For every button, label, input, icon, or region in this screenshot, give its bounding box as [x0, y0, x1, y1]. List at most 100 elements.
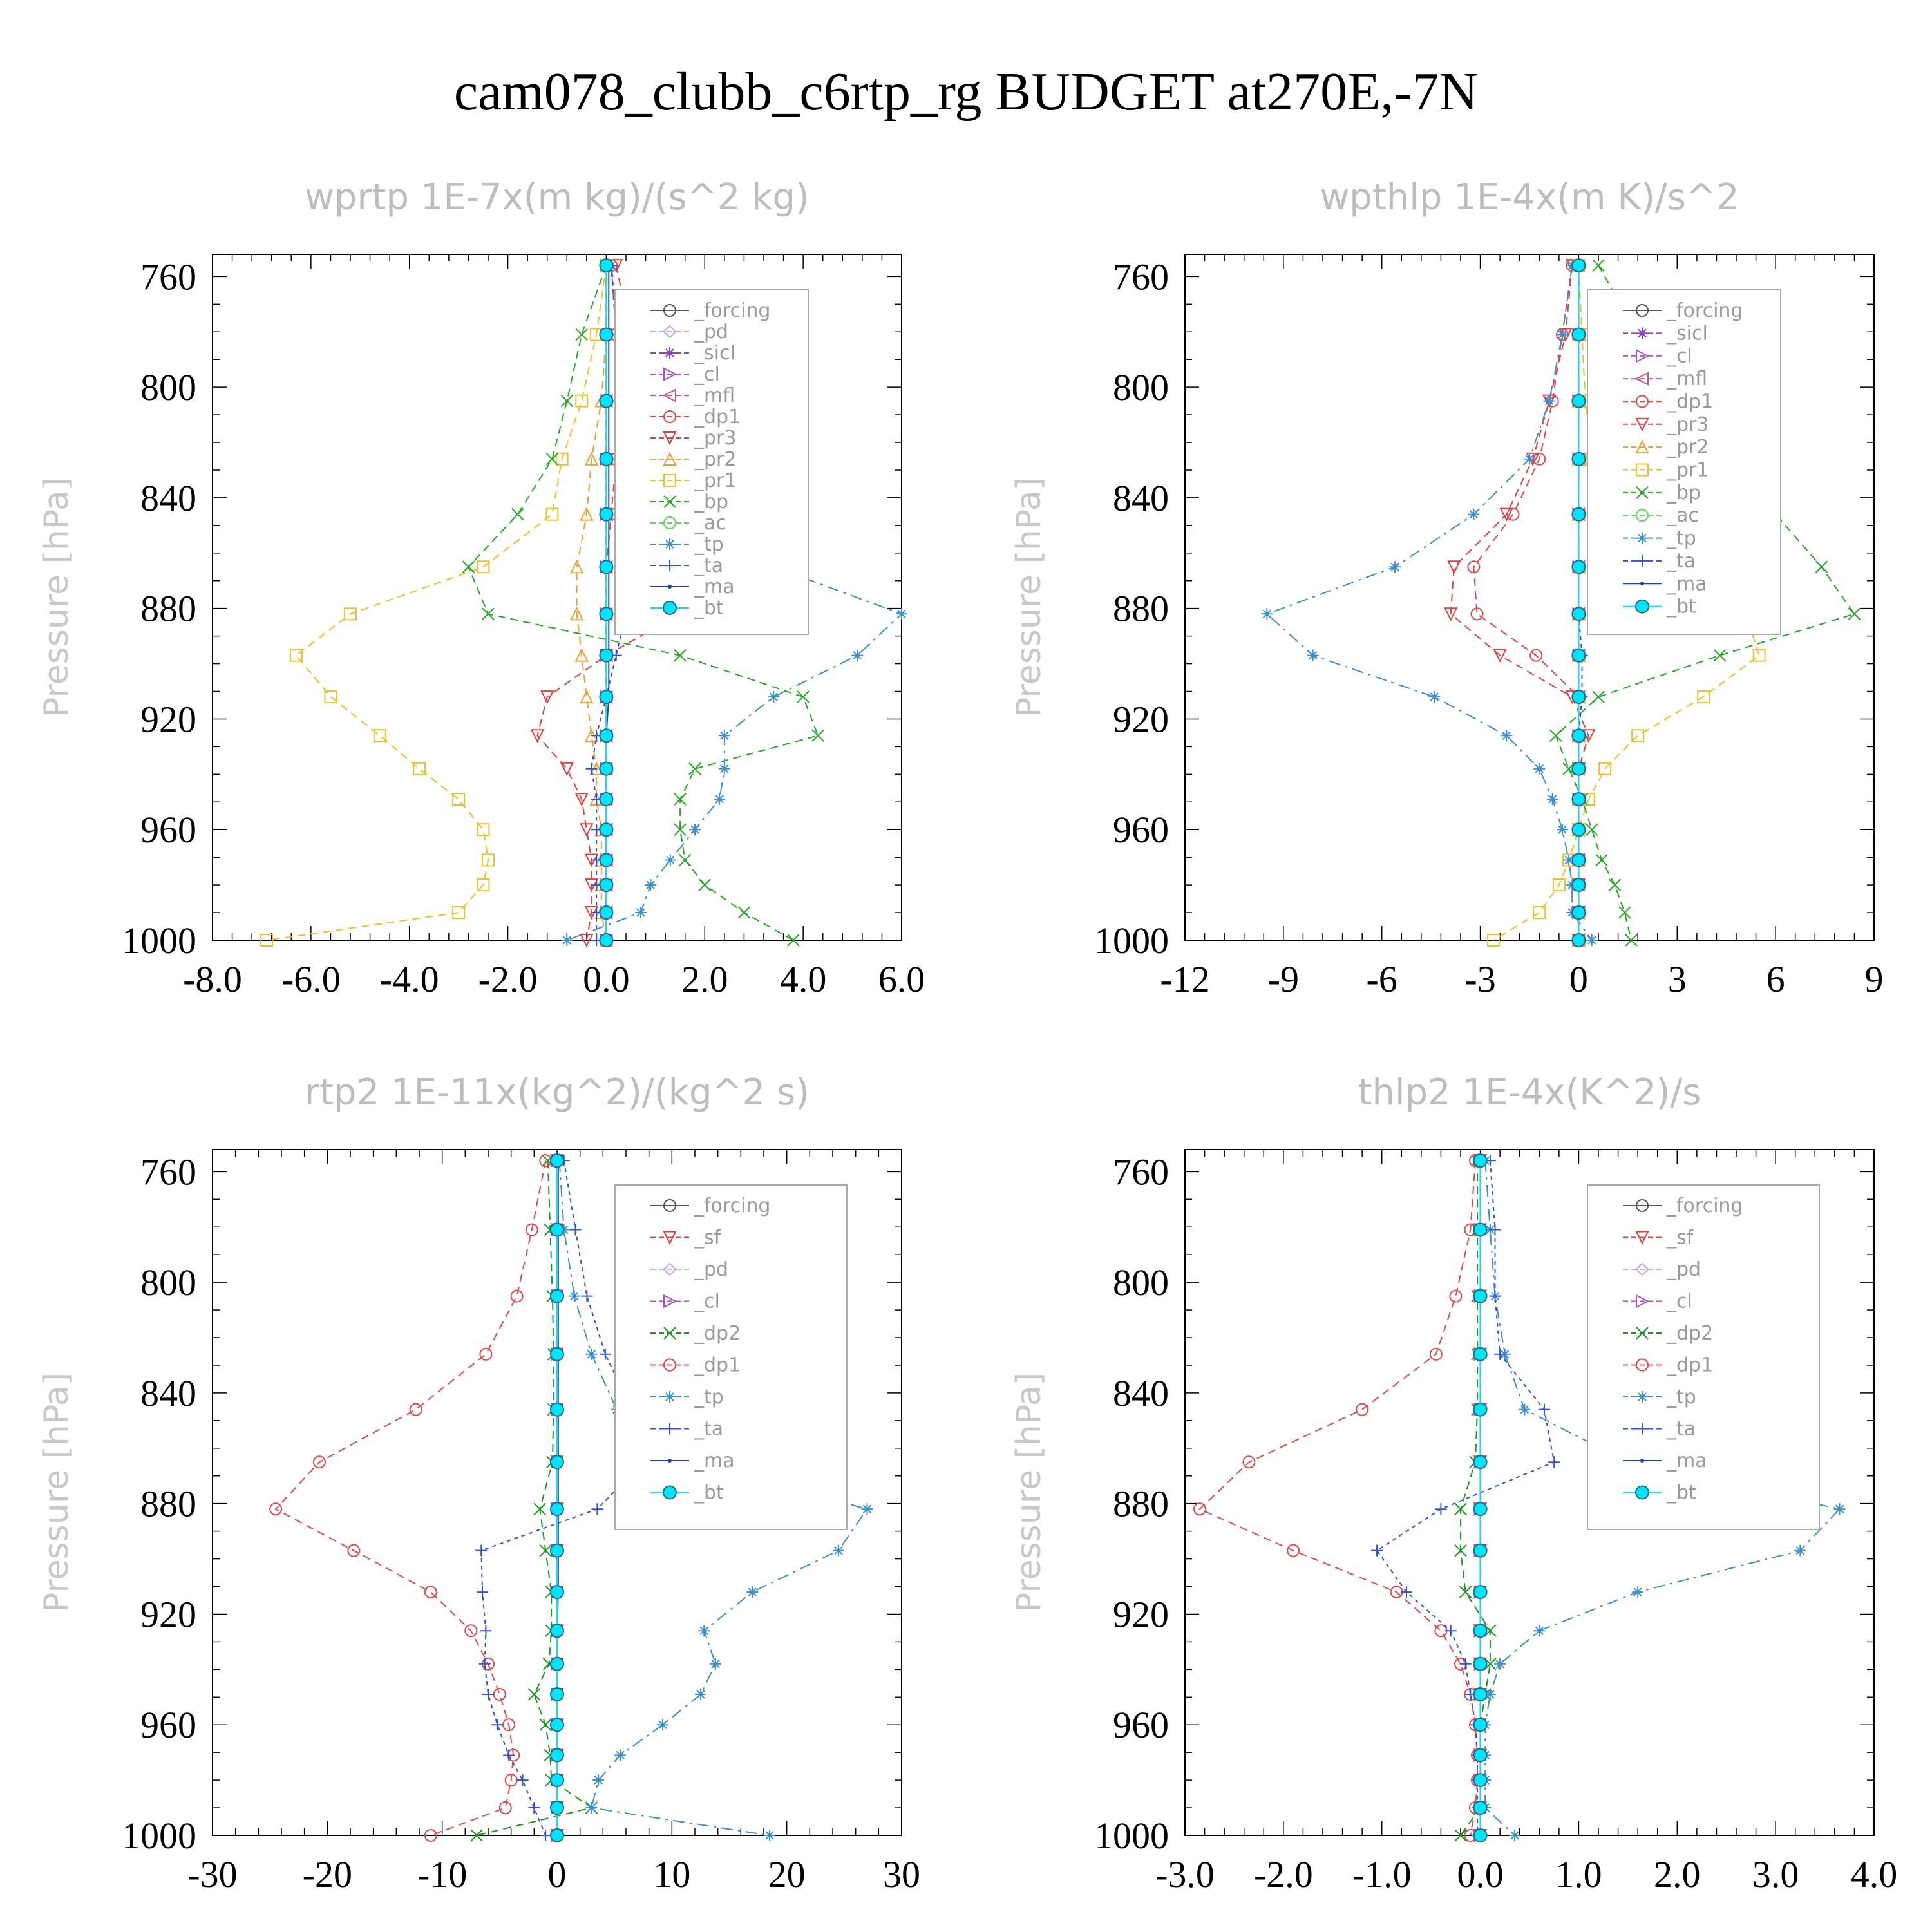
- point_ta: [480, 1625, 492, 1637]
- x-tick-label: 1.0: [1555, 1853, 1602, 1895]
- point_bt: [1571, 560, 1586, 574]
- legend-marker_pr1: [663, 474, 676, 487]
- y-tick-label: 840: [140, 1372, 196, 1414]
- point_bt: [550, 1687, 564, 1701]
- point_pr1: [1533, 906, 1546, 920]
- point_tp: [689, 824, 701, 836]
- point_tp: [568, 1290, 580, 1302]
- legend-marker_forcing: [1636, 304, 1649, 317]
- legend-marker_tp: [1636, 1391, 1648, 1403]
- point_bt: [1473, 1289, 1488, 1303]
- legend-label_cl: _cl: [1666, 1291, 1692, 1313]
- point_bp: [1595, 853, 1608, 867]
- panel-1: wprtp 1E-7x(m kg)/(s^2 kg) Pressure [hPa]…: [37, 176, 925, 1000]
- point_bt: [1473, 1347, 1488, 1361]
- legend-label_sicl: _sicl: [694, 342, 735, 365]
- point_bp: [462, 560, 475, 573]
- point_tp: [718, 762, 730, 775]
- point_pr1: [413, 762, 426, 775]
- legend-marker_ma: [668, 1459, 672, 1463]
- point_pr1: [1486, 934, 1500, 947]
- point_tp: [1501, 730, 1513, 742]
- legend-marker_pd: [1635, 1262, 1649, 1276]
- point_ta: [478, 1658, 491, 1670]
- point_bt: [1473, 1748, 1488, 1763]
- point_pr3: [1447, 560, 1461, 574]
- point_dp1: [479, 1347, 493, 1361]
- point_tp: [1556, 328, 1568, 341]
- point_bt: [599, 933, 614, 947]
- point_pr3: [580, 934, 594, 948]
- y-tick-label: 960: [1113, 1704, 1169, 1746]
- legend: _forcing _sf _pd _cl _dp2 _dp1 _tp _ta _ma _bt: [614, 1184, 848, 1530]
- point_bt: [599, 451, 614, 466]
- y-tick-label: 880: [1113, 1483, 1169, 1525]
- y-tick-label: 1000: [1094, 920, 1169, 961]
- point_dp1: [1470, 607, 1484, 621]
- series_bp: [462, 259, 824, 947]
- panel-title: thlp2 1E-4x(K^2)/s: [1358, 1072, 1701, 1113]
- point_bp: [811, 729, 824, 742]
- legend-marker_sf: [1635, 1231, 1649, 1245]
- legend-label_ma: _ma: [1666, 1450, 1707, 1472]
- legend-marker_mfl: [662, 388, 676, 402]
- legend-marker_bt: [1635, 1485, 1649, 1500]
- y-tick-label: 1000: [122, 1815, 196, 1857]
- x-tick-label: 9: [1865, 958, 1884, 1000]
- plot-frame: [1184, 1149, 1875, 1836]
- x-tick-label: 3.0: [1752, 1853, 1799, 1895]
- point_tp: [718, 730, 730, 742]
- plot-frame: [1184, 254, 1875, 941]
- point_pr2: [580, 507, 594, 521]
- point_bt: [550, 1502, 564, 1517]
- legend-marker_tp: [1636, 532, 1648, 544]
- point_tp: [585, 1802, 598, 1814]
- series_bt: [1571, 258, 1586, 947]
- point_tp: [585, 1348, 598, 1360]
- point_dp2: [527, 1688, 541, 1701]
- y-tick-label: 1000: [1094, 1815, 1169, 1857]
- legend-label_ma: _ma: [1666, 573, 1707, 595]
- legend-label_ac: _ac: [1666, 504, 1699, 527]
- point_tp: [1533, 762, 1546, 775]
- point_ta: [591, 1503, 603, 1515]
- legend-label_mfl: _mfl: [694, 384, 735, 407]
- point_bt: [1571, 507, 1586, 522]
- plot-frame: [212, 254, 902, 941]
- point_bt: [1571, 393, 1586, 408]
- point_tp: [1519, 1403, 1531, 1416]
- point_bp: [674, 823, 687, 836]
- x-tick-label: -4.0: [380, 958, 439, 1000]
- point_dp1: [409, 1403, 422, 1416]
- point_bt: [1571, 933, 1586, 947]
- y-tick-label: 920: [140, 1593, 196, 1635]
- legend-marker_bt: [1635, 599, 1649, 614]
- x-tick-label: 0: [548, 1853, 567, 1895]
- point_ta: [482, 1688, 494, 1700]
- y-axis-label: Pressure [hPa]: [1010, 1372, 1048, 1613]
- point_tp: [1533, 1625, 1546, 1637]
- point_bt: [599, 648, 614, 663]
- legend-marker_dp1: [1636, 395, 1649, 408]
- point_bp: [1713, 649, 1727, 662]
- legend-marker_dp1: [1636, 1358, 1649, 1372]
- point_bp: [737, 906, 751, 919]
- legend-label_cl: _cl: [1666, 345, 1692, 368]
- point_bp: [575, 328, 588, 341]
- point_tp: [1546, 793, 1558, 805]
- point_pr3: [580, 823, 594, 837]
- point_ta: [1489, 1290, 1501, 1302]
- point_ta: [491, 1719, 504, 1731]
- point_ta: [516, 1774, 529, 1786]
- point_bt: [1571, 327, 1586, 342]
- point_pr3: [560, 762, 574, 776]
- point_bt: [550, 1222, 564, 1237]
- x-tick-label: -6: [1367, 958, 1397, 1000]
- point_tp: [768, 691, 780, 703]
- point_tp: [634, 907, 647, 919]
- point_tp: [1389, 561, 1401, 573]
- point_bt: [550, 1543, 564, 1558]
- point_tp: [1556, 824, 1568, 836]
- point_bt: [1571, 905, 1586, 920]
- point_bt: [599, 393, 614, 408]
